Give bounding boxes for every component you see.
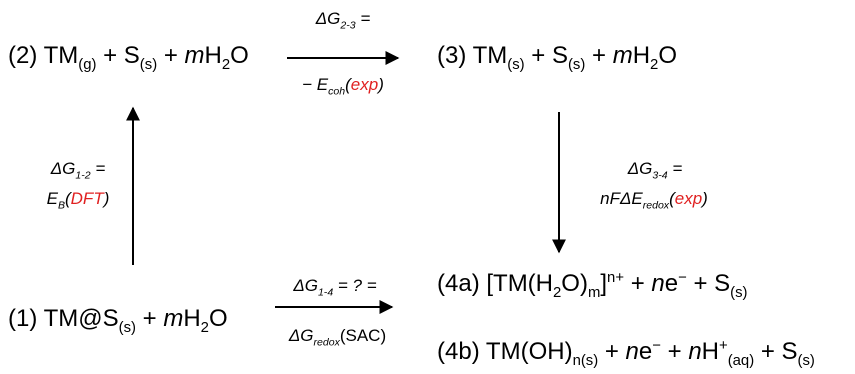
label-dg12-bottom: EB(DFT) [46, 189, 110, 212]
label-dg23-top: ΔG2-3 = [315, 9, 371, 32]
label-dg14-bottom: ΔGredox(SAC) [288, 326, 387, 349]
state-3: (3) TM(s) + S(s) + mH2O [437, 42, 677, 73]
state-4b: (4b) TM(OH)n(s) + ne− + nH+(aq) + S(s) [437, 338, 815, 369]
label-dg14-top: ΔG1-4 = ? = [293, 276, 377, 299]
state-1: (1) TM@S(s) + mH2O [8, 305, 228, 336]
state-2: (2) TM(g) + S(s) + mH2O [8, 42, 249, 73]
label-dg34-top: ΔG3-4 = [627, 159, 683, 182]
label-dg34-bottom: nFΔEredox(exp) [600, 189, 708, 212]
label-dg23-bottom: − Ecoh(exp) [302, 75, 384, 98]
state-4a: (4a) [TM(H2O)m]n+ + ne− + S(s) [437, 270, 748, 301]
label-dg12-top: ΔG1-2 = [50, 159, 106, 182]
